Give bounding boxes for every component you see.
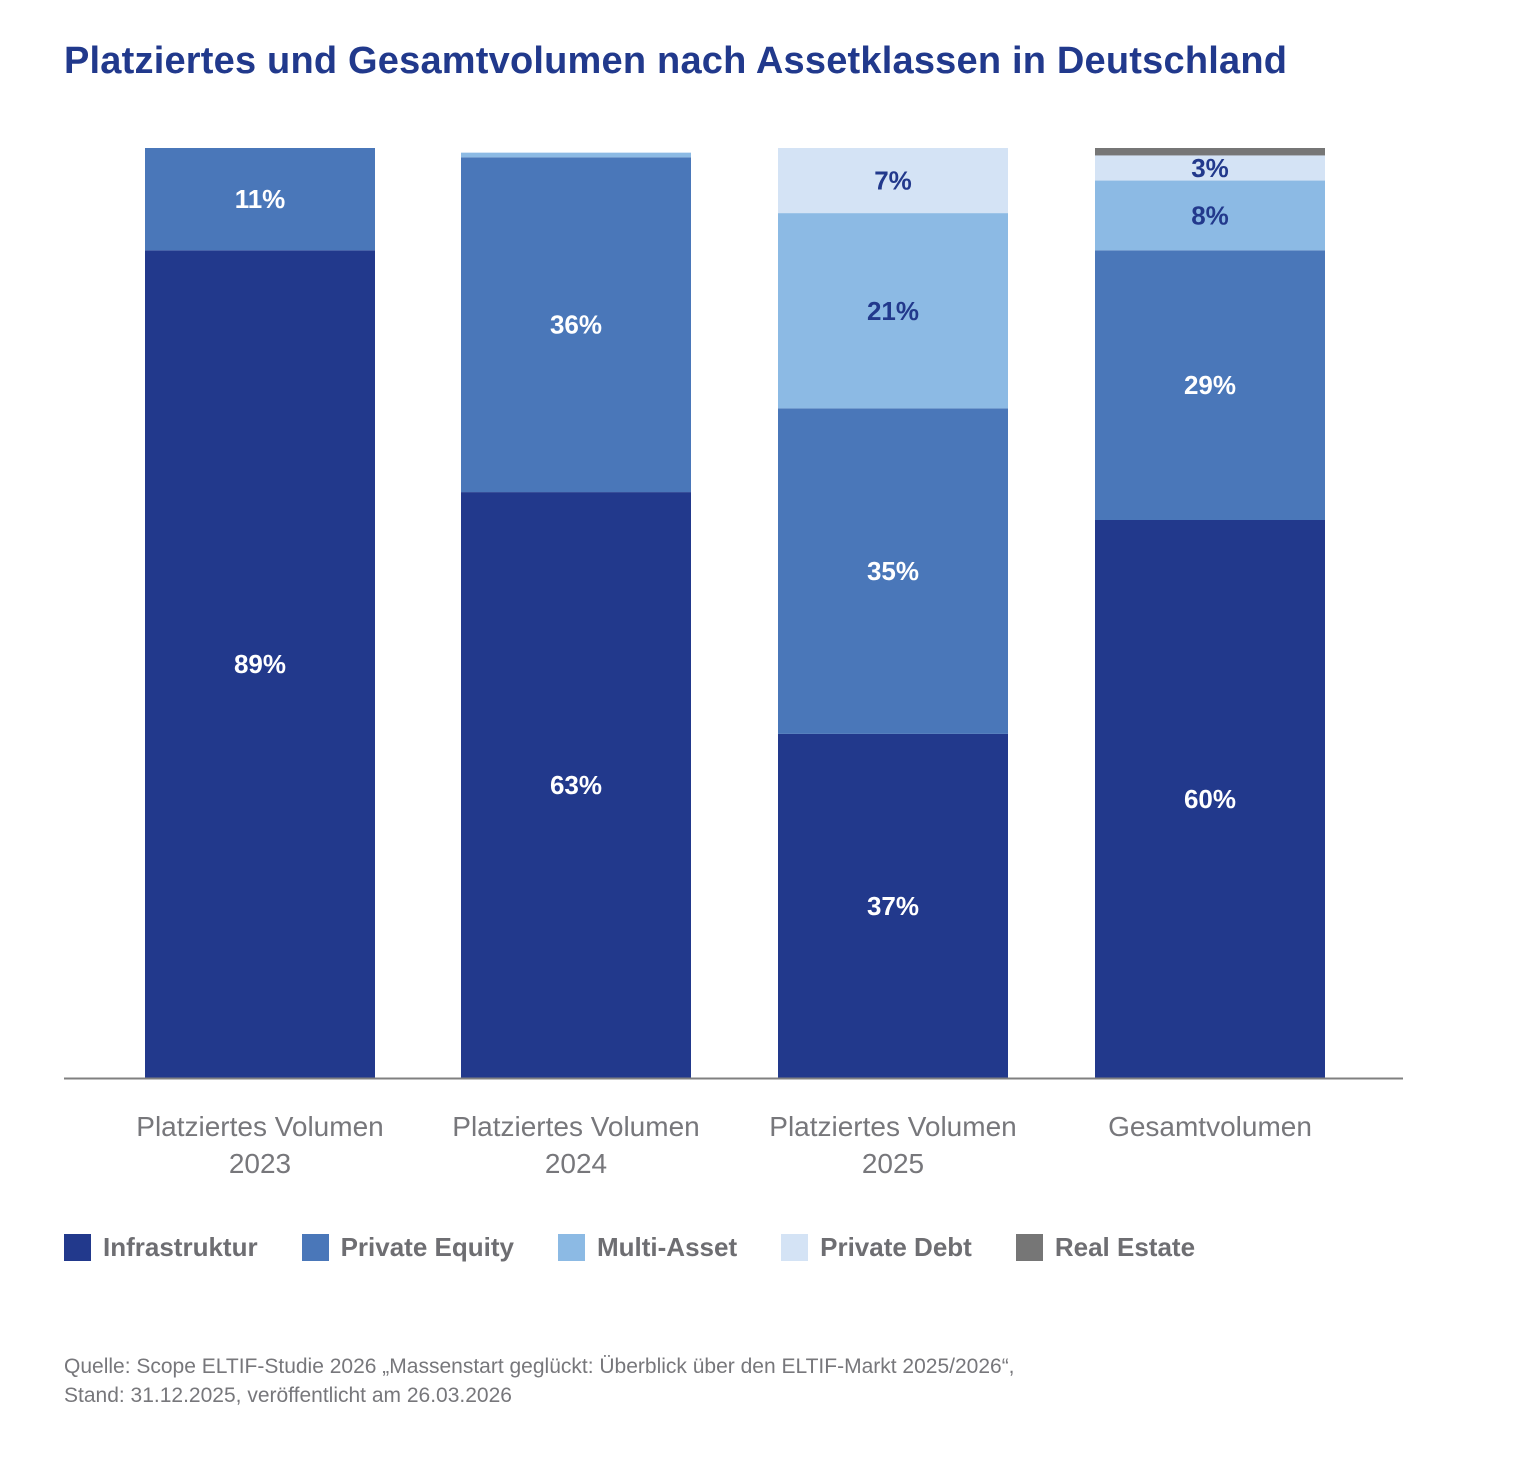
legend-item-infrastruktur: Infrastruktur bbox=[64, 1232, 258, 1263]
legend-label-real-estate: Real Estate bbox=[1054, 1231, 1196, 1262]
legend-label-multi-asset: Multi-Asset bbox=[596, 1231, 738, 1262]
data-label-infrastruktur-3: 37% bbox=[867, 891, 919, 921]
source-line-1: Quelle: Scope ELTIF-Studie 2026 „Massens… bbox=[64, 1355, 1015, 1378]
legend-label-private-equity: Private Equity bbox=[340, 1231, 514, 1262]
bar-segment-multi-asset-3 bbox=[778, 213, 1008, 409]
category-label-2-line-2: 2024 bbox=[545, 1148, 607, 1179]
bar-segment-private-equity-1 bbox=[145, 148, 375, 251]
legend-swatch-multi-asset bbox=[557, 1233, 585, 1261]
legend-swatch-private-equity bbox=[301, 1233, 329, 1261]
chart-title: Platziertes und Gesamtvolumen nach Asset… bbox=[64, 40, 1288, 82]
category-label-3-line-1: Platziertes Volumen bbox=[769, 1111, 1016, 1142]
data-label-infrastruktur-4: 60% bbox=[1184, 784, 1236, 814]
bar-segment-infrastruktur-2 bbox=[461, 492, 691, 1079]
category-label-1-line-2: 2023 bbox=[229, 1148, 291, 1179]
legend-swatch-private-debt bbox=[781, 1233, 809, 1261]
source-note: Quelle: Scope ELTIF-Studie 2026 „Massens… bbox=[64, 1352, 1015, 1410]
source-line-2: Stand: 31.12.2025, veröffentlicht am 26.… bbox=[64, 1384, 512, 1407]
data-label-private-equity-4: 29% bbox=[1184, 370, 1236, 400]
bar-segment-multi-asset-2 bbox=[461, 152, 691, 158]
legend-swatch-infrastruktur bbox=[64, 1233, 91, 1261]
category-label-2-line-1: Platziertes Volumen bbox=[452, 1111, 699, 1142]
data-label-private-equity-2: 36% bbox=[550, 310, 602, 340]
category-label-1-line-1: Platziertes Volumen bbox=[136, 1111, 383, 1142]
data-label-multi-asset-3: 21% bbox=[867, 296, 919, 326]
bar-segment-private-equity-3 bbox=[778, 408, 1008, 734]
data-label-private-debt-4: 3% bbox=[1191, 153, 1229, 183]
category-label-3-line-2: 2025 bbox=[862, 1148, 924, 1179]
legend-swatch-real-estate bbox=[1015, 1233, 1043, 1261]
legend-item-multi-asset: Multi-Asset bbox=[557, 1231, 738, 1263]
bar-segment-infrastruktur-1 bbox=[145, 250, 375, 1079]
data-label-private-equity-3: 35% bbox=[867, 556, 919, 586]
data-label-multi-asset-4: 8% bbox=[1191, 200, 1229, 230]
data-label-infrastruktur-1: 89% bbox=[234, 649, 286, 679]
legend-item-private-debt: Private Debt bbox=[781, 1232, 972, 1263]
bar-segment-multi-asset-4 bbox=[1095, 180, 1325, 251]
legend-label-private-debt: Private Debt bbox=[820, 1231, 972, 1262]
data-label-infrastruktur-2: 63% bbox=[550, 770, 602, 800]
bar-segment-private-debt-4 bbox=[1095, 155, 1325, 181]
bar-segment-infrastruktur-4 bbox=[1095, 520, 1325, 1078]
bar-segment-private-debt-3 bbox=[778, 148, 1008, 214]
bar-segment-real-estate-4 bbox=[1095, 148, 1325, 156]
bar-segment-infrastruktur-3 bbox=[778, 733, 1008, 1078]
data-label-private-debt-3: 7% bbox=[874, 166, 912, 196]
category-label-4-line-1: Gesamtvolumen bbox=[1108, 1111, 1312, 1142]
chart-legend: Infrastruktur Private Equity Multi-Asset… bbox=[64, 1230, 1239, 1264]
bar-segment-private-equity-4 bbox=[1095, 250, 1325, 521]
bar-segment-private-equity-2 bbox=[461, 157, 691, 493]
legend-item-private-equity: Private Equity bbox=[301, 1231, 514, 1263]
legend-item-real-estate: Real Estate bbox=[1015, 1231, 1196, 1263]
data-label-private-equity-1: 11% bbox=[235, 184, 286, 214]
stacked-bar-chart: 89% 11% Platziertes Volumen 2023 63% 36% Platz… bbox=[64, 148, 1403, 1179]
legend-label-infrastruktur: Infrastruktur bbox=[103, 1231, 258, 1262]
